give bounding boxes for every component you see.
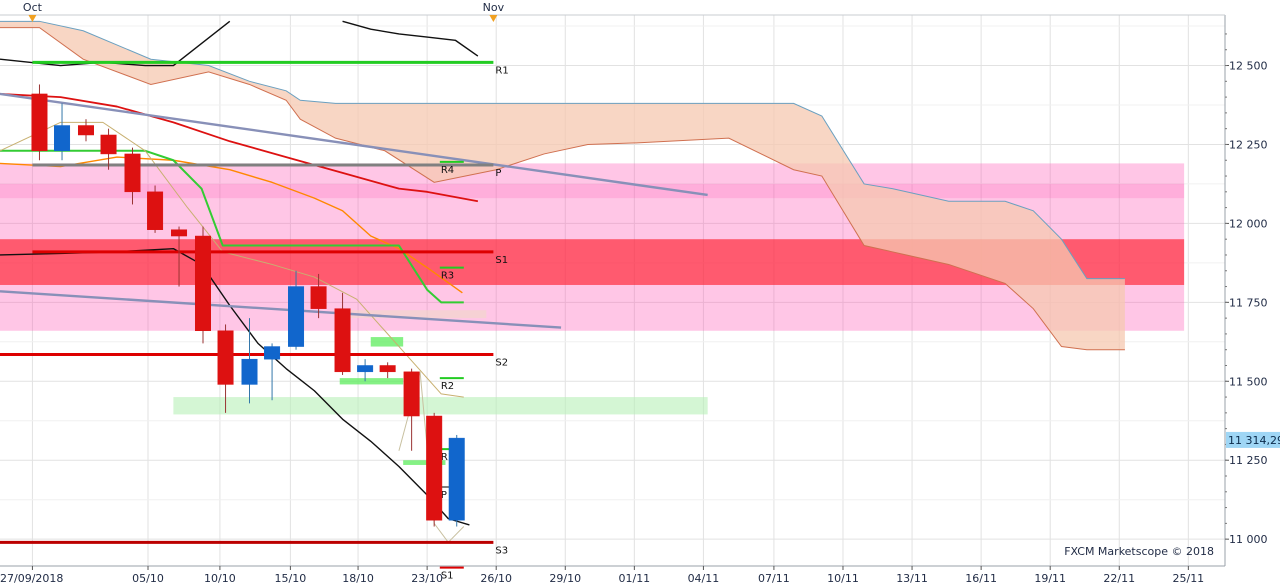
- watermark: FXCM Marketscope © 2018: [1064, 545, 1214, 558]
- candle-body[interactable]: [171, 229, 188, 237]
- x-tick-label: 22/11: [1103, 572, 1135, 585]
- indicator-line: [0, 93, 479, 203]
- candle-body[interactable]: [334, 308, 351, 373]
- pivot-label-daily: R2: [441, 381, 454, 392]
- indicator-line: [0, 290, 562, 329]
- indicator-line: [342, 20, 479, 57]
- x-tick-label: 10/11: [827, 572, 859, 585]
- x-tick-label: 13/11: [896, 572, 928, 585]
- candle-body[interactable]: [194, 235, 211, 332]
- y-tick-label: 11 500: [1229, 375, 1268, 388]
- price-zone: [0, 183, 1185, 199]
- pivot-label-weekly: S1: [495, 255, 508, 266]
- price-zone: [339, 378, 404, 385]
- candle-body[interactable]: [357, 365, 374, 373]
- y-tick-label: 12 500: [1229, 60, 1268, 73]
- candle-body[interactable]: [448, 437, 465, 521]
- x-tick-label: 16/11: [965, 572, 997, 585]
- pivot-label-weekly: S3: [495, 545, 508, 556]
- pivot-label-daily: S1: [441, 571, 454, 582]
- pivot-label-weekly: P: [495, 168, 501, 179]
- month-marker-icon: [489, 15, 498, 22]
- x-tick-label: 19/11: [1034, 572, 1066, 585]
- x-tick-label: 05/10: [132, 572, 164, 585]
- pivot-label-daily: R3: [441, 271, 454, 282]
- price-zone: [403, 460, 446, 465]
- ichimoku-cloud: [0, 20, 1125, 351]
- pivot-label-daily: R1: [441, 452, 454, 463]
- pivot-label-weekly: S2: [495, 357, 508, 368]
- y-tick-label: 11 750: [1229, 296, 1268, 309]
- cloud-lower-edge: [0, 27, 1125, 351]
- x-tick-label: 15/10: [275, 572, 307, 585]
- candle-body[interactable]: [54, 125, 71, 152]
- y-tick-label: 11 250: [1229, 454, 1268, 467]
- candle-body[interactable]: [264, 346, 281, 360]
- indicator-line: [0, 92, 708, 197]
- pivot-label-daily: R4: [441, 165, 454, 176]
- indicator-line: [0, 121, 464, 398]
- x-tick-label: 18/10: [342, 572, 374, 585]
- candle-body[interactable]: [31, 93, 48, 152]
- cloud-area: [0, 21, 1125, 350]
- price-zone: [173, 397, 708, 415]
- x-tick-label: 01/11: [618, 572, 650, 585]
- x-tick-label: 27/09/2018: [0, 572, 63, 585]
- candles[interactable]: [31, 84, 465, 527]
- indicator-line: [0, 149, 464, 304]
- pivot-label-daily: P: [441, 490, 447, 501]
- candle-body[interactable]: [310, 286, 327, 309]
- cloud-upper-edge: [0, 20, 1125, 280]
- y-tick-label: 12 000: [1229, 217, 1268, 230]
- indicator-lines: [0, 20, 708, 543]
- x-tick-label: 07/11: [758, 572, 790, 585]
- month-marker-icon: [28, 15, 37, 22]
- x-tick-label: 29/10: [549, 572, 581, 585]
- candle-body[interactable]: [403, 371, 420, 417]
- price-zone: [370, 337, 404, 347]
- x-tick-label: 04/11: [688, 572, 720, 585]
- x-tick-label: 10/10: [204, 572, 236, 585]
- current-price-tag[interactable]: 11 314,29: [1226, 431, 1280, 448]
- price-zone: [339, 310, 487, 319]
- price-tag-box: [1226, 431, 1280, 448]
- candle-body[interactable]: [124, 153, 141, 193]
- month-label: Oct: [23, 1, 43, 14]
- candle-body[interactable]: [241, 358, 258, 385]
- indicator-line: [0, 20, 231, 67]
- x-tick-label: 25/11: [1172, 572, 1204, 585]
- candle-body[interactable]: [100, 134, 117, 155]
- y-tick-label: 12 250: [1229, 138, 1268, 151]
- candle-body[interactable]: [426, 415, 443, 521]
- pivot-levels: R1 P S1 S2 S3 R4 R3 R2 R1 P S1: [0, 60, 509, 582]
- price-tag-label: 11 314,29: [1228, 434, 1280, 447]
- x-tick-label: 23/10: [411, 572, 443, 585]
- month-label: Nov: [483, 1, 505, 14]
- candle-body[interactable]: [147, 191, 164, 230]
- pivot-label-weekly: R1: [495, 65, 508, 76]
- x-tick-label: 26/10: [480, 572, 512, 585]
- candle-body[interactable]: [288, 286, 305, 347]
- candle-body[interactable]: [77, 125, 94, 136]
- y-tick-label: 11 000: [1229, 533, 1268, 546]
- candle-body[interactable]: [379, 365, 396, 373]
- candle-body[interactable]: [217, 330, 234, 385]
